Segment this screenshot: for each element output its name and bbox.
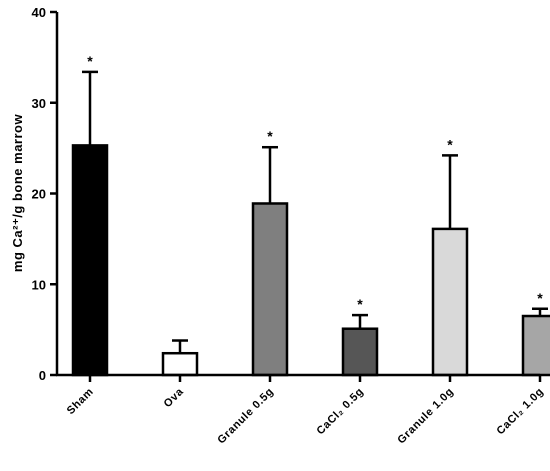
significance-marker: * bbox=[537, 290, 543, 306]
y-tick-label: 30 bbox=[32, 96, 46, 111]
bar bbox=[161, 351, 199, 377]
bars: * * * * * bbox=[71, 53, 550, 377]
bar bbox=[521, 314, 550, 377]
x-tick-label: CaCl₂ 0.5g bbox=[314, 386, 366, 438]
x-tick-label: CaCl₂ 1.0g bbox=[494, 386, 546, 438]
x-tick-label: Sham bbox=[65, 386, 96, 417]
y-tick-label: 0 bbox=[39, 368, 46, 383]
bar bbox=[431, 227, 469, 377]
y-axis: 0 10 20 30 40 bbox=[32, 5, 59, 383]
x-tick-label: Ova bbox=[162, 385, 187, 410]
x-axis: Sham Ova Granule 0.5g CaCl₂ 0.5g Granule 1.0… bbox=[56, 373, 546, 447]
y-tick-label: 10 bbox=[32, 277, 46, 292]
y-tick-label: 20 bbox=[32, 187, 46, 202]
significance-marker: * bbox=[357, 296, 363, 312]
x-tick-label: Granule 1.0g bbox=[395, 386, 456, 447]
bar bbox=[341, 327, 379, 377]
x-tick-label: Granule 0.5g bbox=[215, 386, 276, 447]
bar bbox=[251, 202, 289, 377]
y-tick-label: 40 bbox=[32, 5, 46, 20]
bar bbox=[71, 144, 109, 377]
y-axis-label: mg Ca²⁺/g bone marrow bbox=[10, 114, 25, 273]
significance-marker: * bbox=[447, 136, 453, 152]
significance-marker: * bbox=[87, 53, 93, 69]
significance-marker: * bbox=[267, 128, 273, 144]
